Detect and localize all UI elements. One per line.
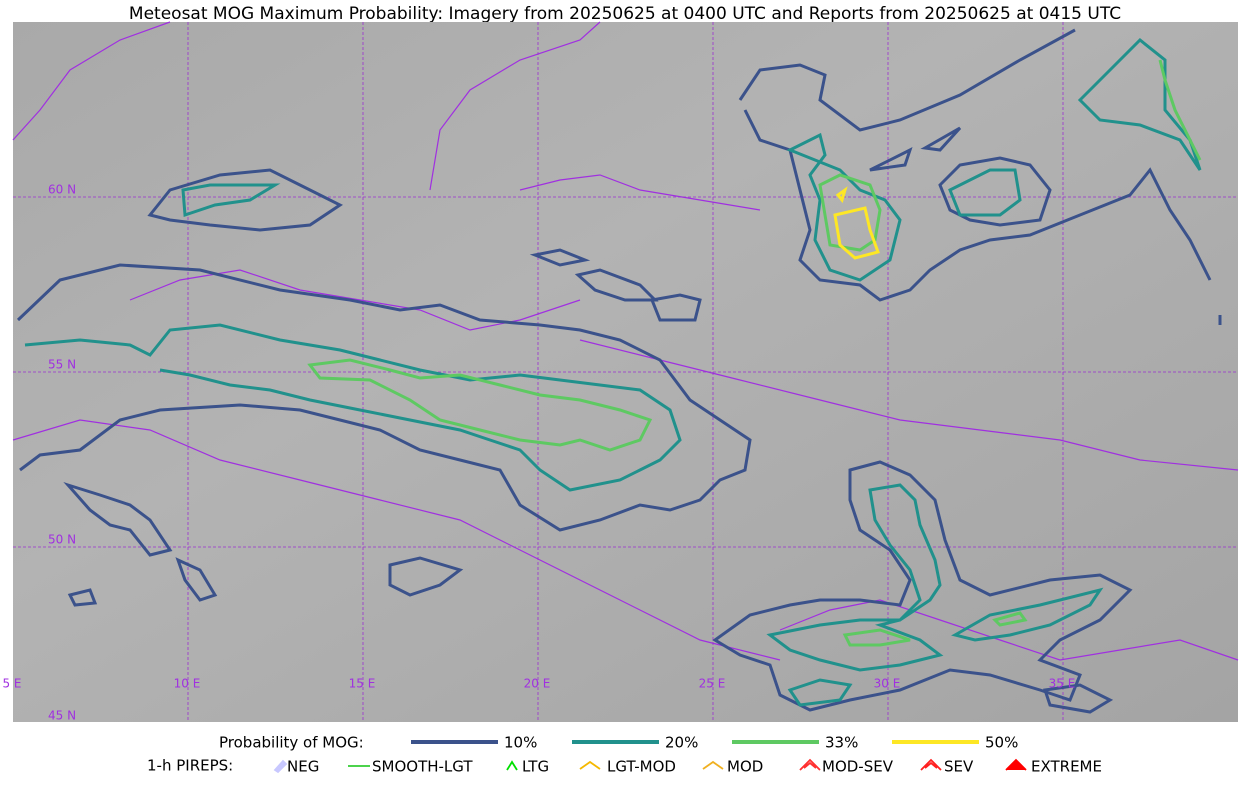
pirep-icon xyxy=(506,760,518,771)
pirep-icon xyxy=(799,758,821,771)
lat-label: 50 N xyxy=(48,533,76,547)
lon-label: 25 E xyxy=(699,677,726,691)
title: Meteosat MOG Maximum Probability: Imager… xyxy=(129,4,1121,24)
legend-label: 20% xyxy=(665,734,698,752)
legend-label: 10% xyxy=(504,734,537,752)
legend-label: 33% xyxy=(825,734,858,752)
legend-label: SMOOTH-LGT xyxy=(372,758,473,776)
legend-title: Probability of MOG: xyxy=(219,734,364,752)
map: 60 N 55 N 50 N 45 N 5 E 10 E 15 E 20 E 25 E 30 E… xyxy=(2,21,1239,723)
lon-label: 20 E xyxy=(524,677,551,691)
pirep-icon xyxy=(702,760,724,770)
pirep-icon xyxy=(273,759,288,774)
contours xyxy=(16,28,1222,714)
lon-label: 30 E xyxy=(874,677,901,691)
legend-label: 50% xyxy=(985,734,1018,752)
legend-label: LGT-MOD xyxy=(607,758,676,776)
legend-label: SEV xyxy=(944,758,974,776)
pirep-icon xyxy=(1005,758,1027,771)
legend-title: 1-h PIREPS: xyxy=(147,757,233,775)
coastlines xyxy=(12,21,1239,661)
legend: Probability of MOG: 10% 20% 33% 50% 1-h PIREP… xyxy=(147,734,1102,776)
legend-label: EXTREME xyxy=(1031,758,1102,776)
pirep-icon xyxy=(920,758,942,771)
grid xyxy=(13,22,1238,722)
legend-label: MOD-SEV xyxy=(822,758,894,776)
lat-label: 55 N xyxy=(48,358,76,372)
pirep-icon xyxy=(579,760,601,770)
lon-label: 35 E xyxy=(1049,677,1076,691)
legend-label: LTG xyxy=(522,758,549,776)
lon-label: 10 E xyxy=(174,677,201,691)
lon-label: 5 E xyxy=(2,677,21,691)
legend-label: NEG xyxy=(287,758,319,776)
latitude-labels: 60 N 55 N 50 N 45 N xyxy=(48,183,76,723)
lon-label: 15 E xyxy=(349,677,376,691)
lat-label: 45 N xyxy=(48,709,76,723)
legend-label: MOD xyxy=(727,758,763,776)
longitude-labels: 5 E 10 E 15 E 20 E 25 E 30 E 35 E xyxy=(2,677,1075,691)
lat-label: 60 N xyxy=(48,183,76,197)
